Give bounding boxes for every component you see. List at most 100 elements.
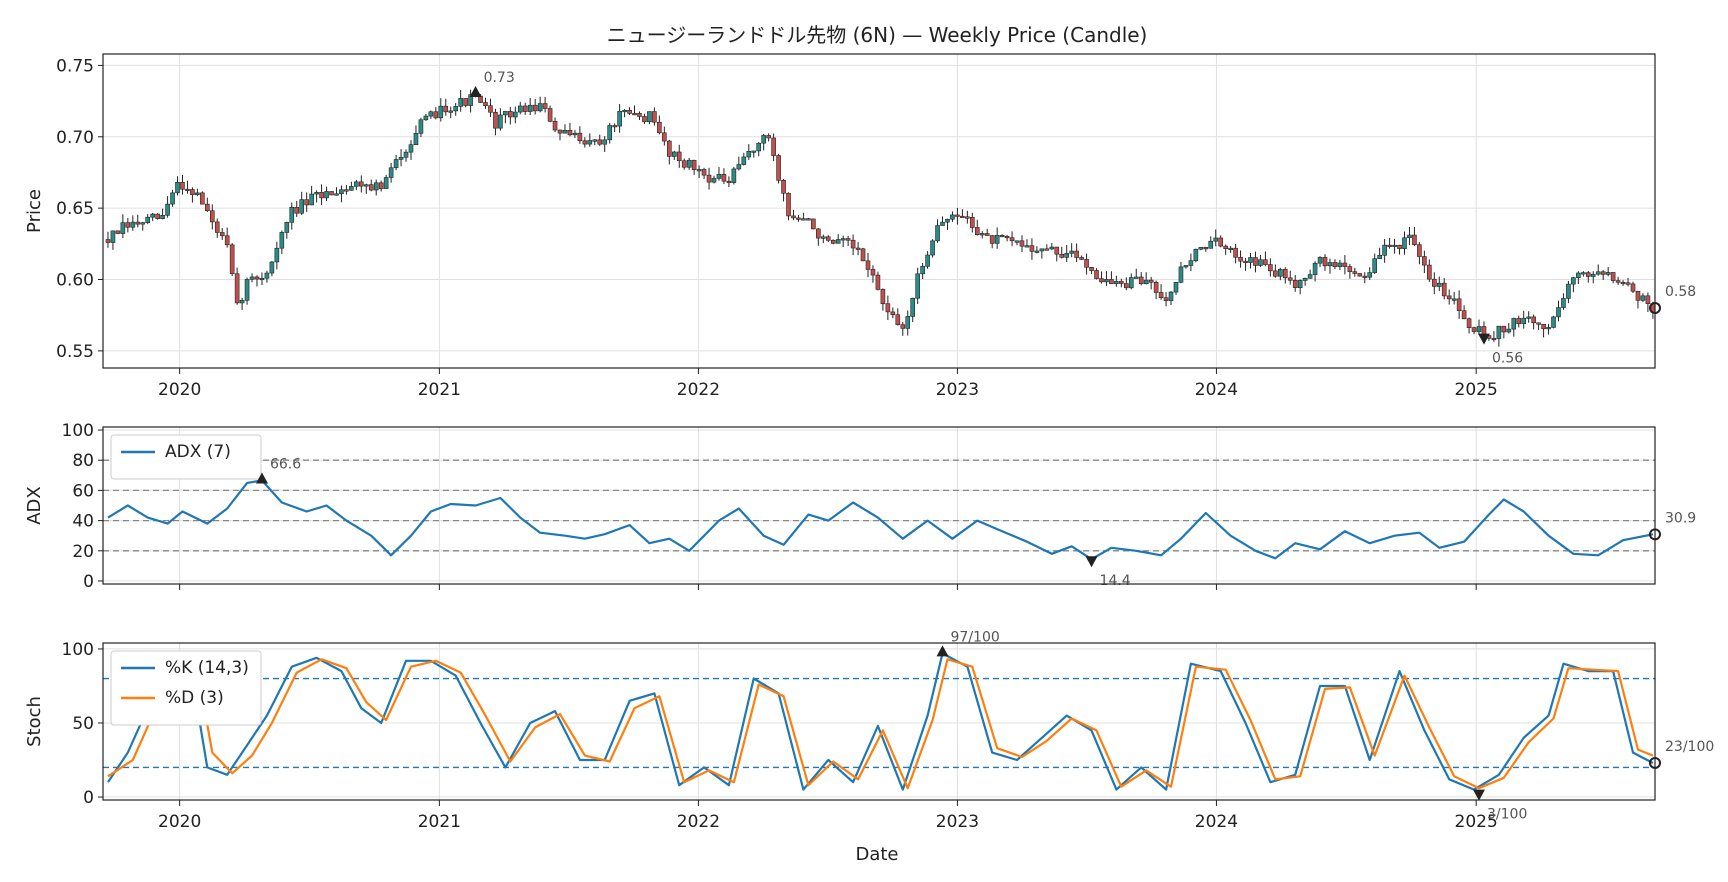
y-tick-label: 0 <box>83 788 94 808</box>
candle-body <box>1302 277 1308 281</box>
candle-body <box>125 222 131 228</box>
candle-body <box>130 221 136 228</box>
x-tick-label-2025: 2025 <box>1455 380 1498 400</box>
plot-frame <box>102 642 1656 801</box>
candle-body <box>180 182 185 190</box>
candle-body <box>761 135 766 144</box>
candle-body <box>1372 258 1377 273</box>
adx-y-axis-label: ADX <box>24 486 45 525</box>
candle-body <box>239 300 245 304</box>
candle-body <box>1223 245 1228 249</box>
candle-body <box>1153 281 1159 293</box>
candle-body <box>1039 248 1045 252</box>
candle-body <box>1278 269 1283 277</box>
candle-body <box>503 111 508 116</box>
max-marker <box>936 645 949 657</box>
candle-body <box>1198 247 1204 250</box>
candle-body <box>537 103 543 112</box>
candle-body <box>965 216 970 219</box>
candle-body <box>170 192 175 205</box>
panel-adx: 0 20 40 60 80 100 ADX ADX (7) 66.6 14.4 30.9 <box>24 421 1696 592</box>
candle-body <box>234 273 240 304</box>
candle-body <box>945 218 950 223</box>
candle-body <box>359 181 364 187</box>
max-annotation: 66.6 <box>270 456 301 472</box>
candle-body <box>388 167 394 178</box>
candle-body <box>875 274 881 290</box>
candle-body <box>632 113 637 116</box>
candle-body <box>1471 327 1477 332</box>
candle-body <box>319 192 324 199</box>
candle-body <box>562 129 568 134</box>
y-tick-label: 0.70 <box>56 128 94 148</box>
y-tick-label: 60 <box>72 481 94 501</box>
candle-body <box>1158 292 1164 299</box>
candle-body <box>219 232 225 237</box>
min-marker <box>1085 556 1098 568</box>
candle-body <box>1193 248 1199 261</box>
y-tick-label: 0.55 <box>56 342 94 362</box>
candle-body <box>1526 316 1531 319</box>
last-annotation: 30.9 <box>1665 510 1696 526</box>
candle-body <box>1263 259 1268 265</box>
candle-body <box>1402 237 1407 249</box>
candle-body <box>627 109 632 114</box>
candle-body <box>1407 234 1412 239</box>
candle-body <box>1441 282 1447 297</box>
min-marker <box>1477 333 1490 345</box>
candle-body <box>1128 277 1134 289</box>
candle-body <box>1635 290 1641 301</box>
candle-body <box>1327 262 1333 267</box>
candle-body <box>731 168 737 183</box>
candle-body <box>309 193 314 206</box>
candle-body <box>1119 281 1124 284</box>
candle-body <box>1049 246 1055 250</box>
panel-price: 0.55 0.60 0.65 0.70 0.75 Price 2020 2021 2022 202… <box>24 53 1696 400</box>
candle-body <box>1446 295 1452 300</box>
x-tick-label-2021: 2021 <box>418 380 461 400</box>
candle-body <box>830 239 836 244</box>
candle-body <box>1074 250 1079 258</box>
candle-body <box>557 129 563 134</box>
candle-body <box>622 109 627 113</box>
candle-body <box>1253 257 1258 266</box>
candle-body <box>393 159 399 169</box>
x-tick-label-2023: 2023 <box>936 812 979 832</box>
y-tick-label: 20 <box>72 542 94 562</box>
x-tick-label-2020: 2020 <box>158 380 201 400</box>
candle-body <box>1188 260 1194 266</box>
plot-frame <box>102 426 1656 585</box>
candle-body <box>1173 282 1179 293</box>
candle-body <box>979 233 985 236</box>
candle-body <box>115 230 121 234</box>
candle-body <box>314 192 319 195</box>
candle-body <box>1516 318 1522 324</box>
candle-body <box>925 254 930 267</box>
candle-body <box>960 215 965 218</box>
candle-body <box>1511 318 1517 330</box>
min-annotation: 14.4 <box>1100 573 1131 589</box>
max-annotation: 97/100 <box>951 629 1000 645</box>
candle-body <box>249 276 255 280</box>
candle-body <box>552 121 558 131</box>
legend-label: %D (3) <box>165 688 224 708</box>
candle-body <box>1466 318 1472 328</box>
candle-body <box>1004 236 1010 239</box>
candle-body <box>935 225 940 242</box>
candle-body <box>895 314 901 325</box>
candle-body <box>433 111 439 119</box>
candle-body <box>900 324 906 329</box>
candle-body <box>1208 240 1214 249</box>
candle-body <box>602 139 608 145</box>
candle-body <box>736 164 742 170</box>
candle-body <box>1069 250 1074 254</box>
candle-body <box>1297 280 1303 288</box>
candle-body <box>776 155 781 181</box>
candle-body <box>1243 260 1248 263</box>
candle-body <box>970 216 975 228</box>
candle-body <box>1228 247 1233 250</box>
candle-body <box>915 273 920 299</box>
candle-body <box>468 94 473 106</box>
legend-box <box>110 434 262 480</box>
candle-body <box>572 132 578 136</box>
